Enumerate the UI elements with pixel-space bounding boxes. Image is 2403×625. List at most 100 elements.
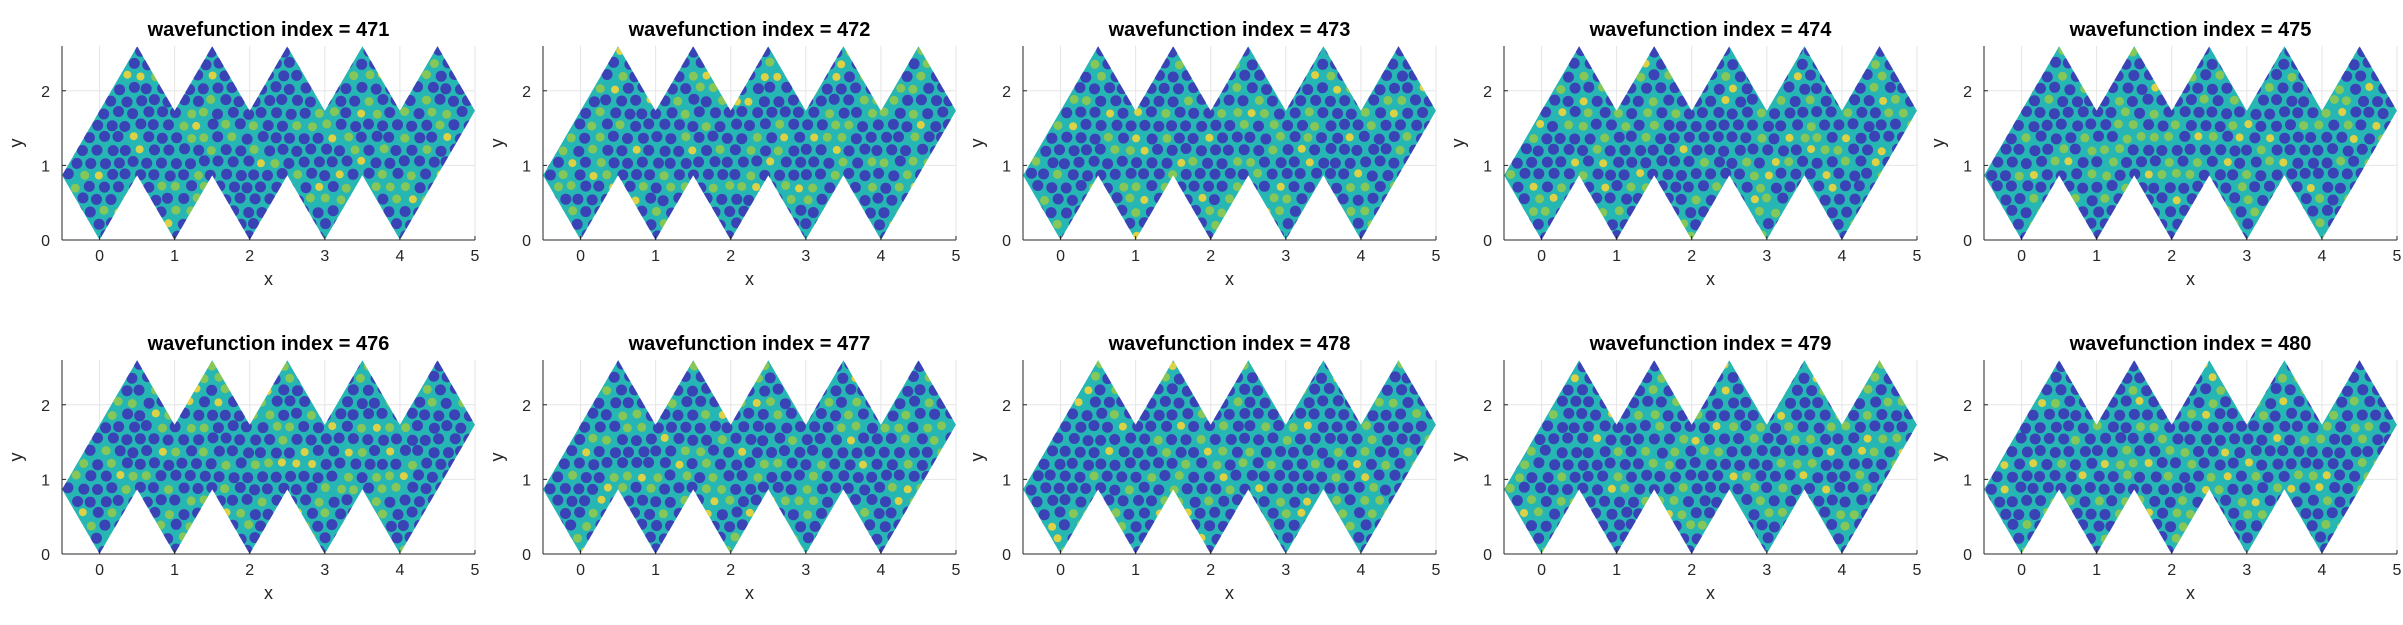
field-blob	[84, 206, 96, 218]
field-blob	[1166, 434, 1178, 446]
field-blob	[879, 107, 889, 117]
domain-fill	[62, 360, 475, 554]
field-blob	[1792, 459, 1802, 469]
field-blob	[1807, 458, 1817, 468]
field-blob	[1756, 108, 1766, 118]
field-blob	[2149, 155, 2161, 167]
field-blob	[1628, 496, 1640, 508]
field-blob	[2334, 469, 2346, 481]
field-blob	[1181, 483, 1193, 495]
field-blob	[738, 496, 749, 508]
subplot-title: wavefunction index = 478	[1108, 333, 1351, 355]
field-blob	[2041, 119, 2053, 131]
field-blob	[1216, 158, 1228, 170]
field-blob	[1813, 495, 1825, 507]
field-blob	[803, 510, 813, 520]
field-blob	[400, 107, 410, 116]
field-blob	[2220, 396, 2232, 408]
field-blob	[300, 182, 312, 194]
field-blob	[112, 131, 124, 142]
field-blob	[2256, 434, 2268, 446]
field-blob	[1855, 132, 1867, 144]
field-blob	[2157, 120, 2169, 132]
field-blob	[1641, 82, 1653, 94]
field-blob	[2235, 206, 2247, 218]
field-blob	[1668, 132, 1680, 144]
field-blob	[923, 423, 933, 433]
y-tick-label: 0	[1963, 233, 1972, 250]
field-blob	[743, 194, 755, 206]
field-blob	[566, 133, 576, 143]
field-blob	[1180, 143, 1192, 154]
field-blob	[1792, 119, 1804, 131]
field-blob	[2093, 470, 2105, 482]
field-blob	[400, 182, 410, 192]
field-blob	[163, 119, 174, 131]
field-blob	[1734, 144, 1746, 156]
field-blob	[573, 533, 583, 543]
field-blob	[651, 206, 661, 216]
field-blob	[313, 156, 325, 168]
field-blob	[1239, 119, 1249, 129]
x-tick-label: 1	[651, 562, 660, 579]
field-blob	[101, 446, 111, 456]
field-blob	[1700, 157, 1709, 167]
field-blob	[134, 481, 146, 493]
field-blob	[1125, 193, 1135, 203]
field-blob	[1683, 131, 1695, 143]
field-blob	[1877, 71, 1887, 81]
field-blob	[1353, 481, 1365, 493]
field-blob	[1244, 131, 1256, 143]
x-tick-label: 0	[95, 248, 104, 265]
field-blob	[1691, 144, 1703, 156]
field-blob	[2321, 519, 2331, 529]
field-blob	[1625, 130, 1637, 142]
field-blob	[816, 193, 828, 205]
field-blob	[573, 145, 585, 157]
field-blob	[617, 169, 629, 181]
x-tick-label: 4	[1837, 562, 1846, 579]
field-blob	[1173, 83, 1184, 95]
field-blob	[1090, 59, 1100, 69]
field-blob	[1641, 446, 1651, 456]
field-blob	[1288, 156, 1300, 168]
field-blob	[617, 457, 629, 469]
field-blob	[1813, 422, 1825, 434]
field-blob	[1068, 509, 1078, 519]
field-blob	[786, 194, 796, 204]
field-blob	[2335, 421, 2347, 433]
field-blob	[1397, 70, 1408, 82]
field-blob	[1118, 446, 1130, 458]
field-blob	[179, 121, 189, 131]
field-blob	[1655, 82, 1667, 94]
y-tick-label: 2	[1483, 398, 1492, 415]
field-blob	[121, 457, 133, 469]
field-blob	[617, 434, 628, 446]
field-blob	[700, 96, 712, 108]
field-blob	[1269, 120, 1279, 130]
field-blob	[680, 421, 692, 433]
field-blob	[2200, 383, 2212, 395]
field-blob	[363, 167, 375, 179]
field-blob	[1863, 434, 1872, 443]
field-blob	[544, 169, 556, 181]
field-blob	[219, 409, 231, 421]
field-blob	[283, 157, 295, 169]
field-blob	[1841, 444, 1853, 456]
field-blob	[723, 446, 735, 458]
field-blob	[1297, 144, 1306, 153]
field-blob	[2214, 408, 2226, 420]
field-blob	[1187, 133, 1199, 144]
field-blob	[937, 106, 949, 118]
field-blob	[212, 155, 224, 167]
field-blob	[1331, 473, 1341, 483]
field-blob	[1396, 433, 1408, 445]
field-blob	[2028, 121, 2040, 133]
field-blob	[399, 494, 411, 506]
field-blob	[1820, 145, 1830, 155]
field-blob	[1317, 447, 1328, 459]
field-blob	[1224, 120, 1236, 131]
field-blob	[1512, 181, 1524, 193]
y-tick-label: 2	[1002, 398, 1011, 415]
